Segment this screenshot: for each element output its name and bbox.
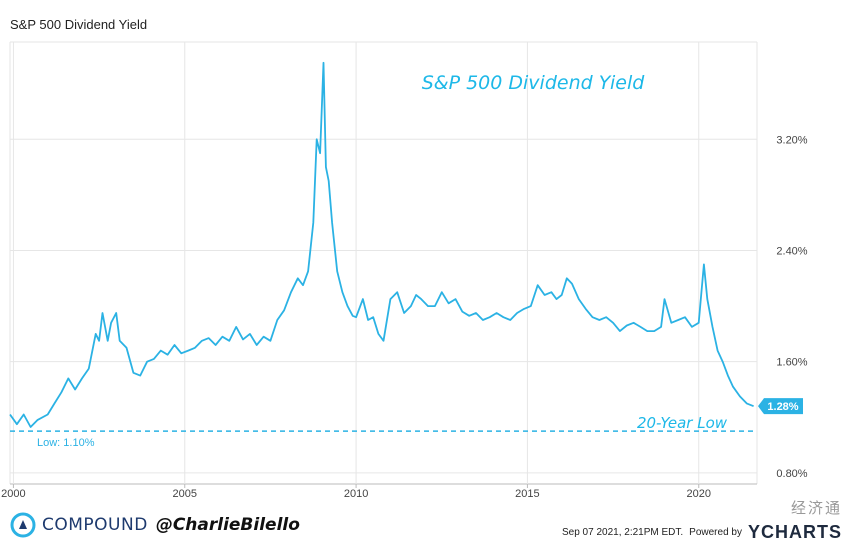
timestamp: Sep 07 2021, 2:21PM EDT. — [561, 527, 684, 538]
annotation-title: S&P 500 Dividend Yield — [422, 72, 646, 94]
low-baseline-label: Low: 1.10% — [37, 437, 95, 449]
last-value-badge: 1.28% — [758, 398, 803, 415]
compound-logo-icon — [10, 512, 36, 538]
brand-name: COMPOUND — [42, 515, 148, 535]
footer-source: Sep 07 2021, 2:21PM EDT. Powered by YCHA… — [562, 522, 842, 543]
footer-brand: COMPOUND @CharlieBilello — [10, 512, 300, 538]
last-value-label: 1.28% — [767, 401, 798, 413]
y-tick-label: 0.80% — [776, 468, 807, 480]
author-handle: @CharlieBilello — [155, 515, 300, 535]
y-tick-label: 3.20% — [776, 134, 807, 146]
x-tick-label: 2015 — [515, 488, 539, 500]
x-axis-ticks: 2000 2005 2010 2015 2020 — [1, 488, 711, 500]
x-tick-label: 2010 — [344, 488, 368, 500]
y-tick-label: 2.40% — [776, 245, 807, 257]
x-tick-label: 2000 — [1, 488, 25, 500]
powered-by-label: Powered by — [689, 527, 742, 538]
grid-lines — [9, 41, 758, 488]
y-axis-ticks: 0.80% 1.60% 2.40% 3.20% — [776, 134, 807, 480]
x-tick-label: 2005 — [173, 488, 197, 500]
watermark: 经济通 — [790, 499, 842, 517]
ycharts-logo: YCHARTS — [747, 522, 842, 542]
annotation-low: 20-Year Low — [637, 414, 728, 432]
y-tick-label: 1.60% — [776, 357, 807, 369]
x-tick-label: 2020 — [687, 488, 711, 500]
page-title: S&P 500 Dividend Yield — [10, 17, 148, 32]
series-line — [9, 61, 754, 428]
